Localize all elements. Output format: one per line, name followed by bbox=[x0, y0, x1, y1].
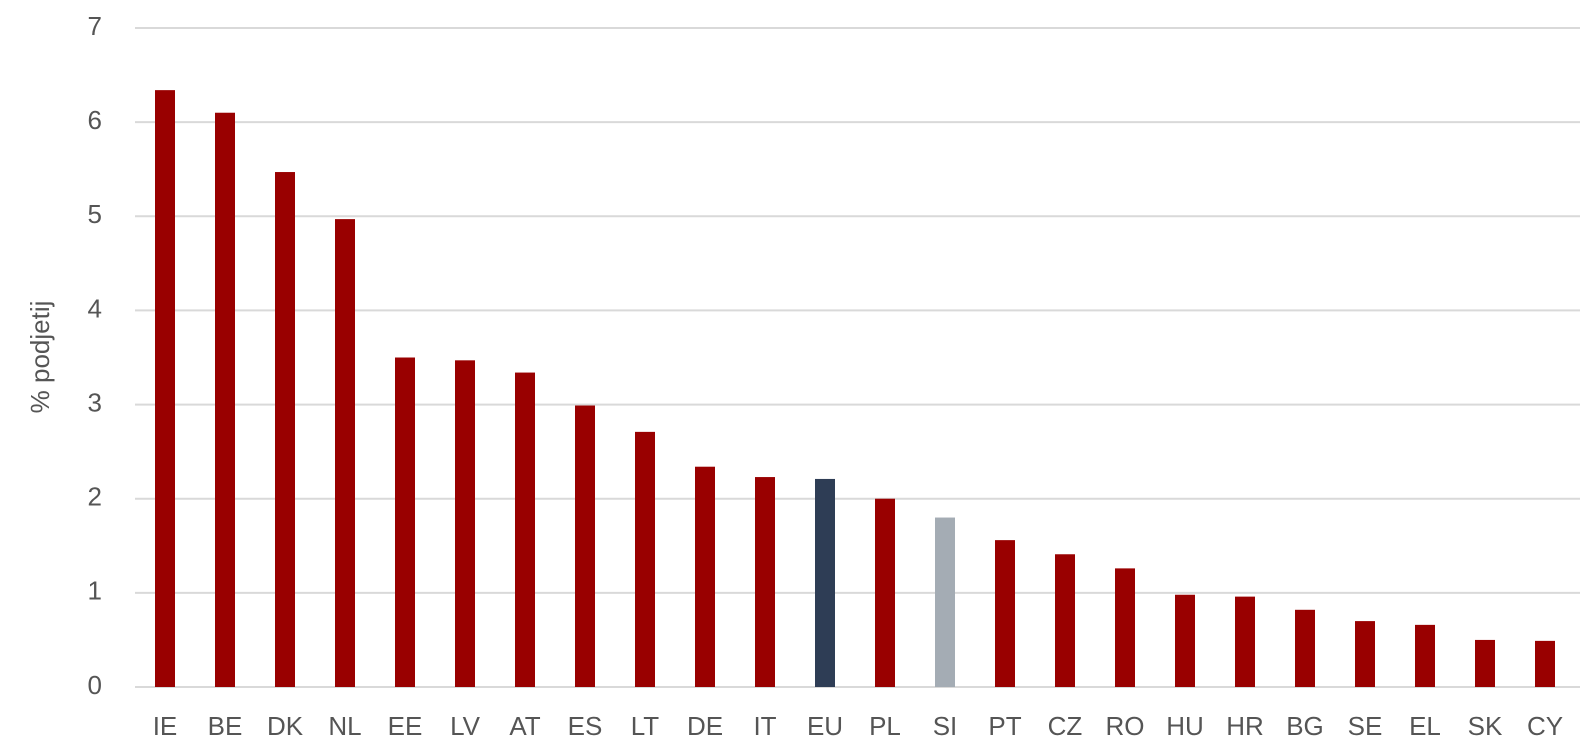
x-tick-label: EU bbox=[807, 711, 843, 741]
bar bbox=[215, 112, 235, 687]
y-tick-label: 0 bbox=[88, 670, 102, 700]
bar bbox=[755, 477, 775, 687]
bar bbox=[935, 517, 955, 687]
bar bbox=[1235, 596, 1255, 687]
x-tick-label: IT bbox=[753, 711, 776, 741]
y-axis-title: % podjetij bbox=[25, 301, 55, 414]
bar bbox=[1295, 609, 1315, 687]
bar bbox=[695, 466, 715, 687]
x-tick-label: DE bbox=[687, 711, 723, 741]
y-tick-label: 4 bbox=[88, 293, 102, 323]
bar bbox=[1535, 640, 1555, 687]
y-tick-label: 5 bbox=[88, 199, 102, 229]
bar bbox=[395, 357, 415, 687]
y-tick-label: 6 bbox=[88, 105, 102, 135]
x-tick-label: SE bbox=[1348, 711, 1383, 741]
bar bbox=[575, 405, 595, 687]
x-tick-label: BG bbox=[1286, 711, 1324, 741]
bar bbox=[1415, 624, 1435, 687]
bar bbox=[875, 498, 895, 687]
x-tick-label: ES bbox=[568, 711, 603, 741]
x-tick-label: HR bbox=[1226, 711, 1264, 741]
x-tick-label: EE bbox=[388, 711, 423, 741]
y-tick-label: 7 bbox=[88, 11, 102, 41]
x-tick-label: CZ bbox=[1048, 711, 1083, 741]
x-tick-label: AT bbox=[509, 711, 540, 741]
x-tick-label: PT bbox=[988, 711, 1021, 741]
x-tick-label: CY bbox=[1527, 711, 1563, 741]
bar bbox=[1115, 568, 1135, 687]
bar bbox=[455, 360, 475, 687]
bar bbox=[1355, 621, 1375, 687]
x-tick-label: BE bbox=[208, 711, 243, 741]
bar bbox=[1475, 639, 1495, 687]
x-tick-label: IE bbox=[153, 711, 178, 741]
y-tick-label: 1 bbox=[88, 576, 102, 606]
y-tick-label: 2 bbox=[88, 482, 102, 512]
x-tick-label: HU bbox=[1166, 711, 1204, 741]
bar bbox=[635, 431, 655, 687]
bar bbox=[1055, 554, 1075, 687]
bar bbox=[335, 219, 355, 688]
bar bbox=[155, 90, 175, 688]
x-tick-label: SI bbox=[933, 711, 958, 741]
bar bbox=[275, 172, 295, 687]
x-tick-label: DK bbox=[267, 711, 304, 741]
bar bbox=[515, 372, 535, 687]
x-tick-label: NL bbox=[328, 711, 361, 741]
x-tick-label: EL bbox=[1409, 711, 1441, 741]
x-tick-label: RO bbox=[1106, 711, 1145, 741]
bar bbox=[1175, 594, 1195, 687]
bar bbox=[995, 540, 1015, 687]
x-tick-label: SK bbox=[1468, 711, 1503, 741]
x-tick-label: LV bbox=[450, 711, 481, 741]
y-tick-label: 3 bbox=[88, 387, 102, 417]
bar bbox=[815, 478, 835, 687]
x-tick-label: LT bbox=[631, 711, 660, 741]
x-tick-label: PL bbox=[869, 711, 901, 741]
